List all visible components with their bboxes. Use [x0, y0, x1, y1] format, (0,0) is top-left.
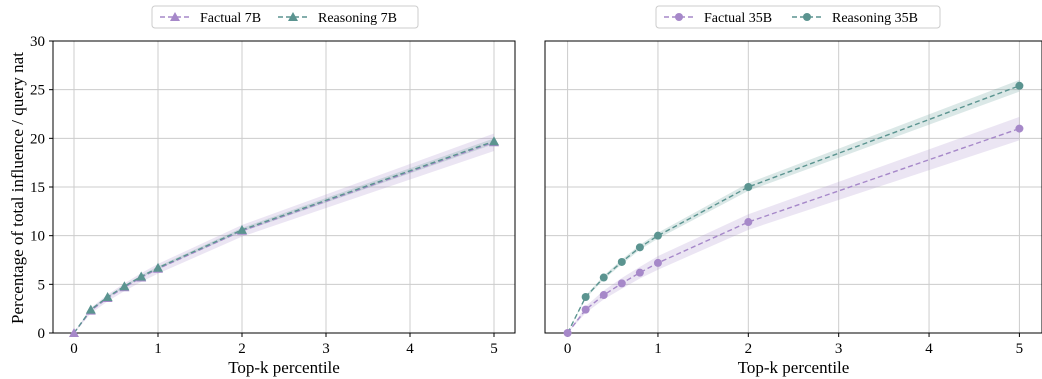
legend-marker	[288, 12, 298, 21]
plot-frame	[544, 40, 1042, 334]
x-tick-label: 4	[925, 341, 933, 357]
data-point	[581, 305, 590, 314]
legend-label: Factual 7B	[200, 11, 261, 26]
x-tick-label: 1	[654, 341, 662, 357]
confidence-band-factual-35b	[567, 116, 1020, 333]
y-tick-label: 10	[30, 229, 45, 245]
y-tick-label: 20	[30, 131, 45, 147]
x-tick-label: 2	[238, 341, 246, 357]
y-axis-label: Percentage of total influence / query na…	[8, 52, 27, 324]
data-point	[153, 262, 163, 272]
data-point	[136, 271, 147, 281]
data-point	[617, 257, 626, 266]
data-point	[1015, 81, 1024, 90]
y-tick-label: 30	[30, 34, 45, 50]
data-point	[617, 279, 626, 288]
left-panel: 0 1 2 3 4 5 0 5 10 15 20 25 30 Top-k percentile Factua…	[30, 5, 516, 377]
data-point	[1015, 124, 1024, 133]
x-tick-label: 0	[70, 341, 78, 357]
y-tick-label: 25	[30, 83, 45, 99]
x-axis-label: Top-k percentile	[738, 358, 850, 377]
confidence-band-reasoning-7b	[74, 138, 494, 333]
data-point	[635, 268, 644, 277]
data-point	[653, 231, 662, 240]
x-tick-label: 2	[745, 341, 753, 357]
x-tick-label: 1	[154, 341, 162, 357]
confidence-band-factual-7b	[74, 133, 494, 333]
legend: Factual 7B Reasoning 7B	[151, 5, 419, 29]
data-point	[653, 258, 662, 267]
series-line-reasoning-35b	[566, 85, 1020, 334]
series-line-factual-7b	[73, 141, 495, 334]
legend-marker	[170, 12, 180, 21]
legend-label: Reasoning 7B	[318, 11, 397, 26]
series-line-reasoning-7b	[73, 140, 495, 334]
legend: Factual 35B Reasoning 35B	[655, 5, 941, 29]
y-tick-label: 5	[38, 277, 46, 293]
data-point	[85, 304, 96, 314]
legend-box	[655, 5, 941, 29]
x-tick-label: 4	[406, 341, 414, 357]
data-point	[489, 136, 499, 146]
legend-label: Reasoning 35B	[832, 11, 918, 26]
data-point	[599, 273, 608, 282]
data-point	[69, 328, 79, 337]
data-point	[635, 243, 644, 252]
confidence-band-reasoning-35b	[567, 79, 1020, 333]
data-point	[563, 329, 572, 337]
data-point	[119, 281, 130, 291]
x-tick-label: 3	[835, 341, 843, 357]
data-point	[102, 291, 113, 301]
data-point	[744, 183, 753, 191]
legend-label: Factual 35B	[704, 11, 772, 26]
data-point	[599, 291, 608, 300]
x-tick-label: 5	[1016, 341, 1024, 357]
right-panel: 0 1 2 3 4 5 Top-k percentile Factual 35B Reasoni…	[544, 5, 1042, 377]
data-point	[744, 218, 753, 227]
data-point	[581, 292, 590, 301]
legend-box	[151, 5, 419, 29]
x-tick-label: 0	[564, 341, 572, 357]
y-tick-label: 15	[30, 180, 45, 196]
x-tick-label: 5	[490, 341, 498, 357]
legend-marker	[803, 13, 811, 21]
x-axis-label: Top-k percentile	[228, 358, 340, 377]
legend-marker	[675, 13, 683, 21]
x-tick-label: 3	[322, 341, 330, 357]
y-tick-label: 0	[38, 326, 46, 342]
data-point	[237, 224, 247, 234]
